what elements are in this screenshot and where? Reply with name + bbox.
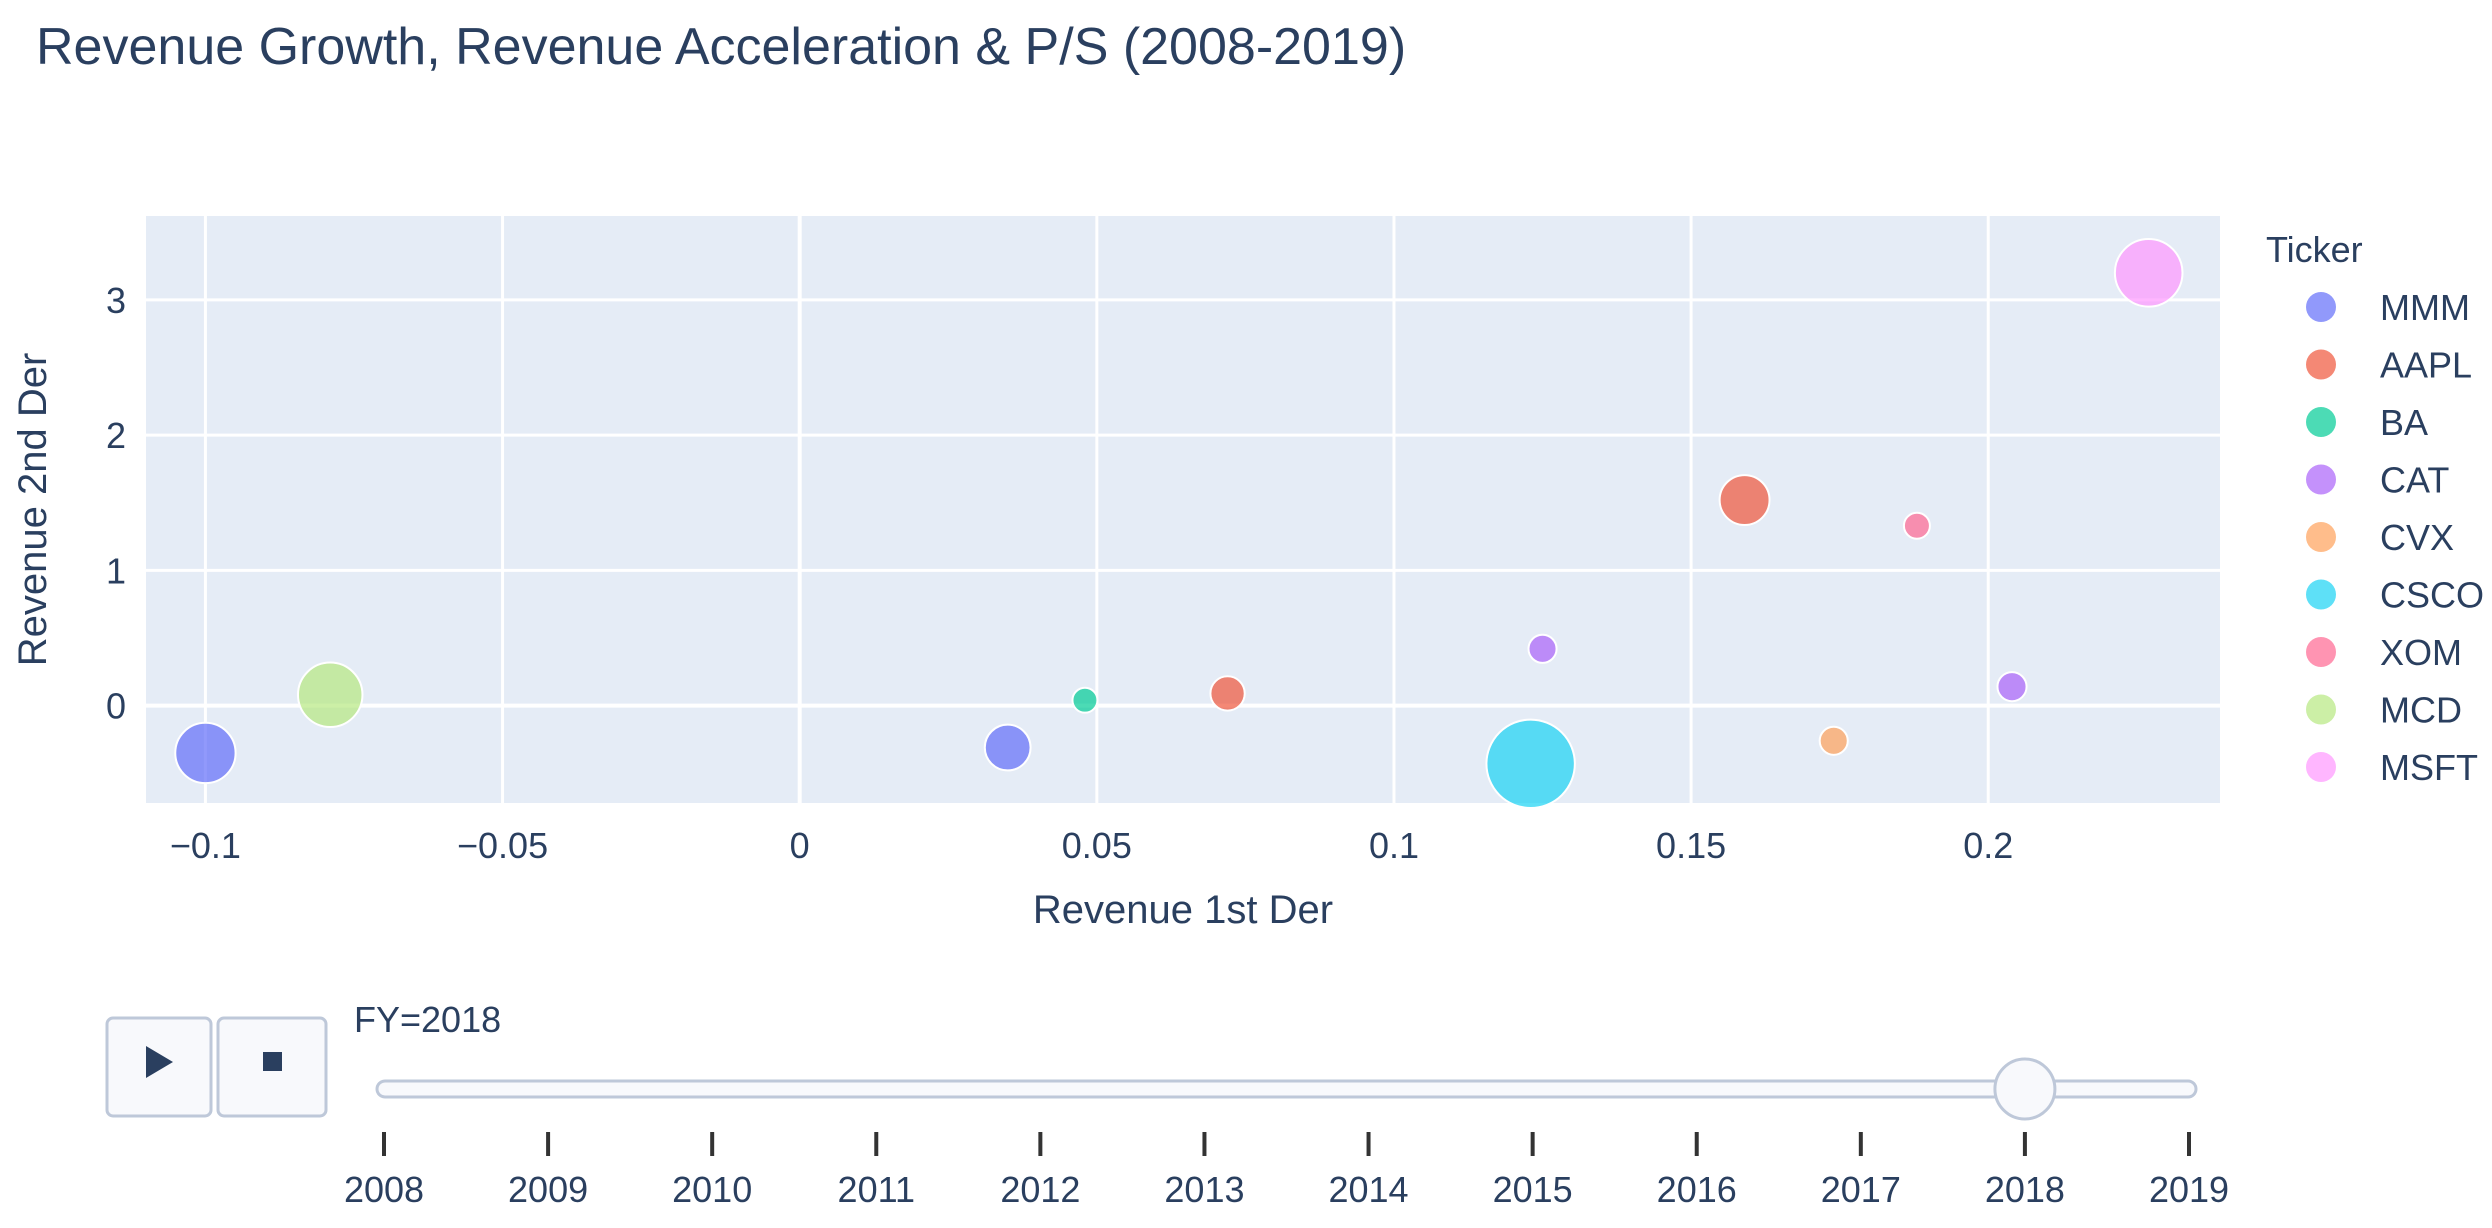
data-point-aapl[interactable] [1209,675,1246,712]
data-point-mmm[interactable] [983,723,1032,772]
chart-title: Revenue Growth, Revenue Acceleration & P… [36,18,1406,76]
legend-marker [2306,637,2336,667]
y-axis-title: Revenue 2nd Der [11,353,55,667]
y-tick-label: 3 [106,280,126,321]
slider-step-label: 2009 [508,1169,588,1210]
data-point-mmm[interactable] [174,721,237,785]
x-tick-label: 0.2 [1963,825,2013,866]
legend[interactable]: MMM AAPL BA CAT CVX CSCO XOM MCD MSFT [2306,287,2484,788]
data-point-xom[interactable] [1902,511,1931,540]
slider-step-2012[interactable]: 2012 [1000,1132,1080,1210]
legend-item-mcd[interactable]: MCD [2306,690,2462,731]
x-axis-title: Revenue 1st Der [1033,888,1333,932]
legend-marker [2306,522,2336,552]
legend-title: Ticker [2266,229,2363,270]
y-tick-label: 0 [106,686,126,727]
slider-step-label: 2010 [672,1169,752,1210]
y-tick-label: 1 [106,550,126,591]
legend-item-ba[interactable]: BA [2306,402,2428,443]
slider-step-label: 2016 [1657,1169,1737,1210]
legend-marker [2306,292,2336,322]
legend-marker [2306,407,2336,437]
x-tick-label: 0 [790,825,810,866]
slider-step-2015[interactable]: 2015 [1493,1132,1573,1210]
data-point-csco[interactable] [1485,718,1576,809]
legend-marker [2306,694,2336,725]
data-point-mcd[interactable] [296,661,364,729]
slider-step-label: 2011 [838,1169,915,1210]
slider-step-label: 2012 [1000,1169,1080,1210]
legend-marker [2306,579,2336,610]
legend-label: MMM [2380,287,2470,328]
slider-step-2010[interactable]: 2010 [672,1132,752,1210]
slider-step-label: 2008 [344,1169,424,1210]
legend-label: MCD [2380,690,2462,731]
slider-current-label: FY=2018 [354,999,501,1040]
x-tick-label: 0.05 [1062,825,1132,866]
slider-step-2013[interactable]: 2013 [1164,1132,1245,1210]
legend-item-cvx[interactable]: CVX [2306,517,2454,558]
slider-step-label: 2013 [1164,1169,1244,1210]
data-point-cvx[interactable] [1818,725,1849,756]
legend-item-msft[interactable]: MSFT [2306,747,2478,788]
legend-item-csco[interactable]: CSCO [2306,575,2484,616]
legend-item-xom[interactable]: XOM [2306,632,2462,673]
play-icon [146,1046,173,1078]
legend-label: MSFT [2380,747,2478,788]
stop-button[interactable] [216,1016,328,1118]
data-points[interactable] [174,238,2184,809]
data-point-msft[interactable] [2113,238,2184,308]
legend-label: XOM [2380,632,2462,673]
slider-step-2016[interactable]: 2016 [1657,1132,1737,1210]
slider-step-label: 2018 [1985,1169,2065,1210]
slider-step-label: 2015 [1493,1169,1573,1210]
y-tick-label: 2 [106,415,126,456]
legend-label: BA [2380,402,2428,443]
legend-label: AAPL [2380,345,2472,386]
slider-step-2011[interactable]: 2011 [838,1132,915,1210]
x-axis-ticks: −0.1 −0.05 0 0.05 0.1 0.15 0.2 [170,825,2013,866]
slider-step-2017[interactable]: 2017 [1821,1132,1901,1210]
slider-step-label: 2019 [2149,1169,2229,1210]
data-point-cat[interactable] [1996,671,2028,703]
x-tick-label: −0.1 [170,825,241,866]
data-point-aapl[interactable] [1718,474,1771,526]
play-button[interactable] [105,1016,213,1118]
data-point-ba[interactable] [1071,686,1099,714]
slider-handle[interactable] [1993,1057,2057,1121]
slider-step-2008[interactable]: 2008 [344,1132,424,1210]
slider-steps[interactable]: 2008 2009 2010 2011 2012 2013 2014 2015 2016 2017… [344,1132,2229,1210]
x-tick-label: 0.15 [1656,825,1726,866]
legend-label: CVX [2380,517,2454,558]
plot-area [146,216,2220,803]
legend-marker [2306,464,2336,495]
slider-step-2014[interactable]: 2014 [1328,1132,1409,1210]
legend-item-cat[interactable]: CAT [2306,460,2449,501]
stop-icon [263,1052,282,1071]
x-tick-label: 0.1 [1369,825,1419,866]
slider-step-2019[interactable]: 2019 [2149,1132,2229,1210]
data-point-cat[interactable] [1527,633,1558,664]
gridlines [146,216,2220,803]
legend-label: CSCO [2380,575,2484,616]
slider-step-2018[interactable]: 2018 [1985,1132,2065,1210]
slider-step-label: 2014 [1328,1169,1408,1210]
slider-step-2009[interactable]: 2009 [508,1132,588,1210]
slider-step-label: 2017 [1821,1169,1901,1210]
legend-marker [2306,752,2336,782]
x-tick-label: −0.05 [457,825,548,866]
legend-item-mmm[interactable]: MMM [2306,287,2470,328]
legend-marker [2306,349,2336,380]
legend-label: CAT [2380,460,2449,501]
y-axis-ticks: 0 1 2 3 [106,280,126,727]
legend-item-aapl[interactable]: AAPL [2306,345,2472,386]
slider-rail[interactable] [375,1079,2198,1099]
